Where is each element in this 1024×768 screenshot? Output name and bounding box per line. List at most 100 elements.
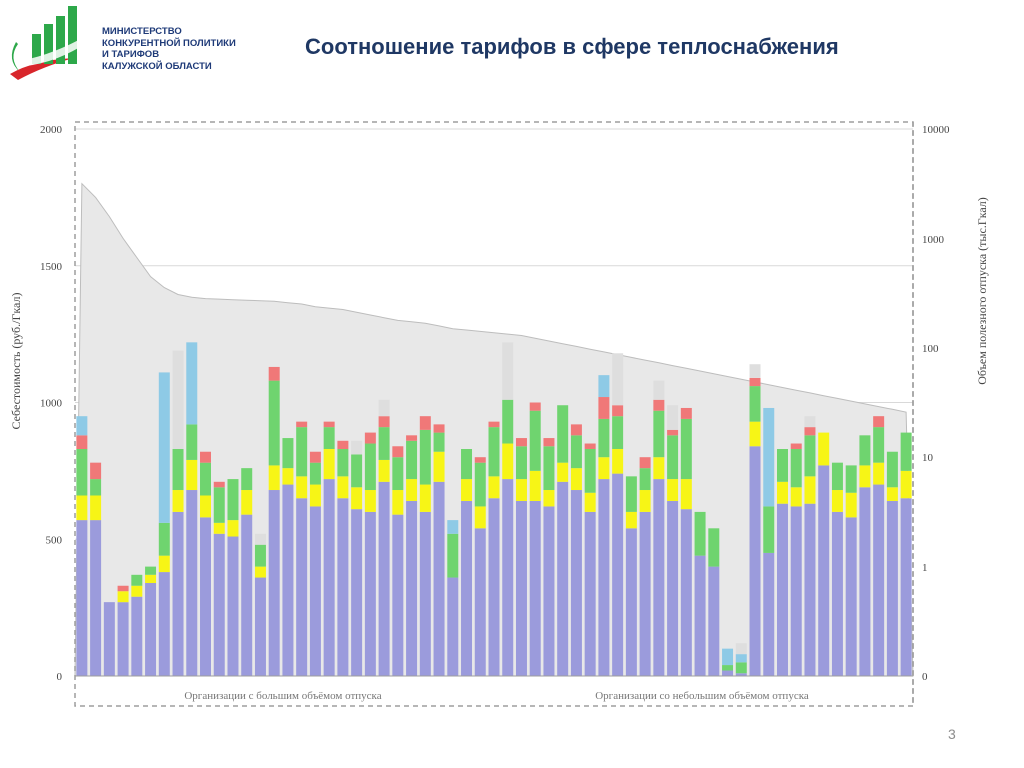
- bar-segment-purple: [543, 506, 555, 676]
- bar-segment-purple: [831, 511, 843, 676]
- bar-segment-green: [570, 435, 582, 469]
- bar-segment-blue: [186, 342, 198, 425]
- bar-segment-red: [515, 438, 527, 447]
- bar-segment-purple: [351, 509, 363, 676]
- bar-segment-yellow: [145, 574, 157, 584]
- bar-segment-gray: [172, 350, 184, 449]
- bar-segment-purple: [103, 602, 115, 676]
- bar-segment-purple: [873, 484, 885, 676]
- bar-segment-yellow: [886, 487, 898, 501]
- left-tick-label: 500: [46, 534, 63, 546]
- bar-segment-red: [570, 424, 582, 436]
- bar-segment-purple: [694, 555, 706, 676]
- bar-segment-purple: [680, 509, 692, 676]
- bar-segment-red: [296, 421, 308, 428]
- bar-segment-purple: [145, 583, 157, 676]
- bar-segment-green: [131, 574, 143, 586]
- bar-segment-purple: [323, 479, 335, 676]
- bar-segment-yellow: [474, 506, 486, 529]
- bar-segment-yellow: [749, 421, 761, 447]
- bar-segment-red: [419, 416, 431, 430]
- bar-segment-yellow: [461, 479, 473, 501]
- bar-segment-yellow: [378, 459, 390, 482]
- bar-segment-yellow: [419, 484, 431, 512]
- ministry-logo: [10, 6, 88, 80]
- bar-segment-purple: [131, 596, 143, 676]
- bar-segment-purple: [447, 577, 459, 676]
- bar-segment-purple: [502, 479, 514, 676]
- bar-segment-yellow: [309, 484, 321, 507]
- bar-segment-purple: [309, 506, 321, 676]
- bar-segment-green: [831, 462, 843, 491]
- bar-segment-purple: [763, 552, 775, 676]
- bar-segment-red: [337, 440, 349, 449]
- bar-segment-purple: [529, 500, 541, 676]
- bar-segment-yellow: [406, 479, 418, 501]
- bar-segment-yellow: [845, 492, 857, 518]
- bar-segment-red: [543, 438, 555, 447]
- bar-segment-green: [254, 544, 266, 567]
- left-tick-label: 0: [57, 671, 63, 683]
- bar-segment-red: [213, 481, 225, 488]
- bar-segment-yellow: [131, 585, 143, 597]
- bar-segment-green: [227, 479, 239, 521]
- bar-segment-red: [200, 451, 211, 463]
- bar-segment-green: [639, 468, 651, 491]
- bar-segment-yellow: [90, 495, 102, 521]
- bar-segment-gray: [378, 399, 390, 417]
- bar-segment-purple: [337, 498, 349, 676]
- bar-segment-red: [598, 397, 610, 419]
- bar-segment-green: [90, 479, 102, 496]
- bar-segment-red: [323, 421, 335, 428]
- bar-segment-red: [76, 435, 88, 449]
- bar-segment-red: [378, 416, 390, 428]
- bar-segment-yellow: [584, 492, 596, 512]
- bar-segment-blue: [735, 654, 747, 663]
- bar-segment-gray: [749, 364, 761, 378]
- bar-segment-purple: [378, 481, 390, 676]
- bar-segment-green: [296, 427, 308, 477]
- group-label-small: Организации со небольшим объёмом отпуска: [595, 690, 809, 702]
- logo-green-wave: [24, 36, 88, 66]
- bar-segment-yellow: [515, 479, 527, 501]
- bar-segment-gray: [612, 353, 624, 406]
- bar-segment-purple: [419, 511, 431, 676]
- bar-segment-purple: [392, 514, 404, 676]
- bar-segment-gray: [254, 533, 266, 545]
- bar-segment-yellow: [790, 487, 802, 507]
- bar-segment-red: [612, 405, 624, 417]
- group-label-large: Организации с большим объёмом отпуска: [184, 690, 381, 702]
- bar-segment-purple: [804, 503, 816, 676]
- bar-segment-yellow: [488, 476, 500, 499]
- bar-segment-blue: [722, 648, 734, 666]
- bar-segment-purple: [76, 520, 88, 676]
- bar-segment-green: [625, 476, 637, 512]
- bar-segment-purple: [433, 481, 445, 676]
- bar-segment-green: [598, 418, 610, 458]
- bar-segment-green: [392, 457, 404, 491]
- bar-segment-purple: [406, 500, 418, 676]
- bar-segment-purple: [213, 533, 225, 676]
- bar-segment-purple: [735, 673, 747, 676]
- bar-segment-green: [667, 435, 679, 480]
- bar-segment-yellow: [351, 487, 363, 510]
- bar-segment-green: [323, 427, 335, 449]
- bar-segment-yellow: [543, 490, 555, 507]
- bar-segment-yellow: [818, 432, 830, 466]
- ministry-name: МИНИСТЕРСТВО КОНКУРЕНТНОЙ ПОЛИТИКИ И ТАР…: [102, 26, 252, 72]
- bar-segment-green: [76, 449, 88, 496]
- bar-segment-blue: [598, 375, 610, 398]
- bar-segment-yellow: [557, 462, 569, 482]
- bar-segment-purple: [845, 517, 857, 676]
- bar-segment-yellow: [653, 457, 665, 480]
- bar-segment-green: [145, 566, 157, 575]
- right-tick-label: 10: [922, 452, 934, 464]
- bar-segment-green: [474, 462, 486, 507]
- left-tick-label: 1500: [40, 261, 63, 273]
- bar-segment-yellow: [502, 443, 514, 480]
- bar-segment-green: [351, 454, 363, 488]
- bar-segment-purple: [241, 514, 253, 676]
- bar-segment-yellow: [296, 476, 308, 499]
- bar-segment-yellow: [900, 470, 912, 499]
- bar-segment-green: [172, 449, 184, 491]
